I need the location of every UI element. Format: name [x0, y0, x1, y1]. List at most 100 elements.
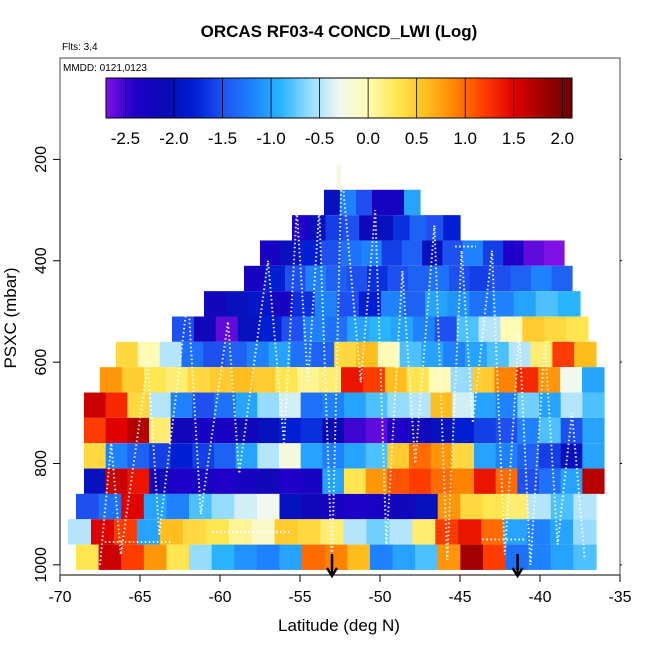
- colorbar-swatch: [259, 78, 262, 118]
- colorbar-swatch: [115, 78, 119, 118]
- heatmap-cell: [159, 519, 184, 545]
- marker-layer: [325, 553, 524, 579]
- colorbar-swatch: [542, 78, 546, 118]
- colorbar-swatch: [123, 78, 126, 118]
- heatmap-cell: [320, 240, 342, 266]
- heatmap-cell: [538, 367, 561, 393]
- heatmap-cell: [260, 240, 281, 266]
- colorbar-swatch: [356, 78, 359, 118]
- heatmap-cell: [450, 367, 474, 393]
- heatmap-cell: [256, 544, 281, 570]
- heatmap-cell: [469, 265, 491, 292]
- heatmap-cell: [344, 417, 367, 444]
- heatmap-cell: [279, 468, 302, 494]
- colorbar-swatch: [401, 78, 404, 118]
- colorbar-swatch: [523, 78, 526, 118]
- colorbar-swatch: [224, 78, 227, 118]
- heatmap-cell: [389, 519, 413, 545]
- heatmap-cell: [68, 519, 92, 545]
- colorbar-swatch: [525, 78, 528, 118]
- heatmap-cell: [192, 417, 215, 444]
- flight-track-layer: [99, 169, 586, 565]
- colorbar-swatch: [393, 78, 396, 118]
- heatmap-cell: [369, 493, 394, 520]
- heatmap-cell: [465, 341, 488, 368]
- colorbar-swatch: [296, 78, 299, 118]
- heatmap-cell: [430, 443, 453, 469]
- colorbar-swatch: [439, 78, 443, 118]
- colorbar-swatch: [154, 78, 157, 118]
- heatmap-cell: [356, 189, 373, 216]
- y-tick-label: 600: [33, 349, 50, 376]
- colorbar-swatch: [509, 78, 513, 118]
- heatmap-cell: [387, 443, 410, 469]
- heatmap-cell: [543, 240, 565, 266]
- colorbar-swatch: [566, 78, 569, 118]
- heatmap-cell: [478, 316, 502, 342]
- heatmap-cell: [517, 468, 540, 494]
- colorbar-swatch: [544, 78, 548, 118]
- colorbar-swatch: [366, 78, 369, 118]
- colorbar-swatch: [133, 78, 136, 118]
- flights-label: Flts: 3,4: [62, 42, 98, 53]
- colorbar-swatch: [212, 78, 216, 118]
- heatmap-cell: [325, 215, 343, 241]
- heatmap-cell: [347, 493, 371, 520]
- heatmap-cell: [401, 240, 423, 266]
- colorbar-swatch: [432, 78, 435, 118]
- heatmap-cell: [560, 417, 583, 444]
- heatmap-cell: [495, 468, 518, 494]
- colorbar-swatch: [455, 78, 458, 118]
- heatmap-cell: [226, 291, 249, 317]
- colorbar-swatch: [193, 78, 196, 118]
- heatmap-cell: [406, 367, 430, 393]
- colorbar-swatch: [505, 78, 509, 118]
- heatmap-cell: [456, 316, 480, 342]
- heatmap-cell: [437, 493, 461, 520]
- colorbar-swatch: [280, 78, 284, 118]
- heatmap-cell: [237, 316, 261, 342]
- heatmap-cell: [84, 417, 107, 444]
- heatmap-cell: [387, 417, 410, 444]
- heatmap-cell: [322, 443, 345, 469]
- heatmap-cell: [305, 265, 327, 292]
- colorbar-swatch: [239, 78, 243, 118]
- colorbar-swatch: [486, 78, 490, 118]
- heatmap-cell: [530, 341, 553, 368]
- colorbar-swatch: [472, 78, 476, 118]
- x-tick-label: -60: [208, 589, 231, 606]
- heatmap-cell: [308, 215, 327, 241]
- heatmap-cell: [244, 265, 266, 292]
- heatmap-cell: [192, 443, 215, 469]
- heatmap-cell: [251, 519, 276, 545]
- heatmap-cell: [392, 544, 416, 570]
- x-tick-label: -50: [368, 589, 391, 606]
- heatmap-cell: [551, 265, 573, 292]
- colorbar-swatch: [282, 78, 286, 118]
- x-tick-label: -55: [288, 589, 311, 606]
- colorbar-swatch: [358, 78, 361, 118]
- heatmap-cell: [560, 468, 583, 494]
- colorbar-swatch: [434, 78, 437, 118]
- heatmap-cell: [474, 417, 497, 444]
- heatmap-cell: [361, 240, 383, 266]
- colorbar-tick-label: 0.0: [356, 129, 380, 148]
- heatmap-cell: [320, 519, 345, 545]
- colorbar-swatch: [474, 78, 478, 118]
- colorbar-swatch: [342, 78, 346, 118]
- colorbar-swatch: [513, 78, 517, 118]
- heatmap-cell: [482, 544, 507, 570]
- heatmap-cell: [257, 392, 280, 418]
- heatmap-cell: [528, 493, 552, 520]
- heatmap-cell: [257, 417, 280, 444]
- heatmap-cell: [582, 468, 605, 494]
- colorbar-swatch: [319, 78, 323, 118]
- colorbar-swatch: [309, 78, 313, 118]
- colorbar-swatch: [265, 78, 268, 118]
- colorbar-swatch: [243, 78, 247, 118]
- heatmap-cell: [516, 367, 539, 393]
- colorbar-swatch: [183, 78, 187, 118]
- heatmap-cell: [204, 291, 227, 317]
- colorbar-swatch: [179, 78, 183, 118]
